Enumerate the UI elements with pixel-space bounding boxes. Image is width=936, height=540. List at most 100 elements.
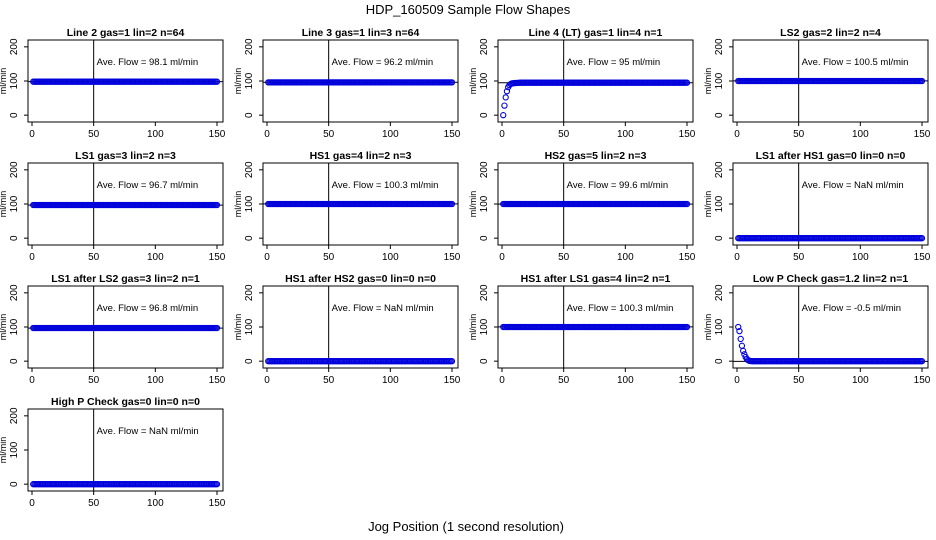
x-tick-label: 50 [558,129,570,140]
x-tick-label: 150 [209,252,226,263]
x-tick-label: 150 [914,375,931,386]
data-points [30,324,221,332]
x-tick-label: 50 [323,252,335,263]
x-tick-label: 150 [914,252,931,263]
y-tick-label: 0 [244,358,255,364]
y-axis-label: ml/min [233,191,243,218]
x-tick-label: 0 [734,129,740,140]
x-tick-label: 50 [793,129,805,140]
y-tick-label: 0 [244,235,255,241]
panel-title: HS1 after LS1 gas=4 lin=2 n=1 [521,273,671,285]
figure-x-axis-label: Jog Position (1 second resolution) [368,519,564,534]
y-tick-label: 0 [479,235,490,241]
panel-title: LS2 gas=2 lin=2 n=4 [780,27,881,39]
y-tick-label: 100 [479,318,490,335]
y-tick-label: 100 [9,195,20,212]
data-points [265,79,456,86]
x-tick-label: 0 [264,129,270,140]
data-points [735,323,926,365]
average-flow-annotation: Ave. Flow = 96.2 ml/min [332,57,433,68]
panel-grid: Line 2 gas=1 lin=2 n=64 0 100 200 0 50 100 150 m… [0,27,931,509]
average-flow-annotation: Ave. Flow = 98.1 ml/min [97,57,198,68]
panel-title: HS1 after HS2 gas=0 lin=0 n=0 [285,273,436,285]
data-points [500,323,691,331]
panel-12: Low P Check gas=1.2 lin=2 n=1 0 100 200 0 50 1… [703,273,931,386]
plot-frame [27,408,224,492]
x-tick-label: 100 [147,498,164,509]
y-tick-label: 100 [9,72,20,89]
data-point [735,323,742,331]
x-tick-label: 150 [209,129,226,140]
x-tick-label: 50 [793,252,805,263]
average-flow-annotation: Ave. Flow = 99.6 ml/min [567,180,668,191]
y-tick-label: 200 [479,161,490,178]
panel-8: LS1 after HS1 gas=0 lin=0 n=0 0 100 200 0 50 1… [703,150,931,263]
panel-13: High P Check gas=0 lin=0 n=0 0 100 200 0 50 10… [0,396,226,509]
panel-title: LS1 gas=3 lin=2 n=3 [75,150,176,162]
y-tick-label: 200 [714,284,725,301]
data-point [213,201,221,209]
y-tick-label: 200 [244,284,255,301]
y-tick-label: 200 [714,161,725,178]
x-tick-label: 150 [209,375,226,386]
x-tick-label: 100 [852,129,869,140]
data-points [500,200,691,208]
data-point [737,335,744,343]
average-flow-annotation: Ave. Flow = 96.7 ml/min [97,180,198,191]
data-point [740,347,747,355]
y-tick-label: 0 [714,235,725,241]
data-points [265,358,456,365]
y-tick-label: 0 [9,481,20,487]
average-flow-annotation: Ave. Flow = NaN ml/min [97,426,199,437]
y-tick-label: 100 [9,441,20,458]
data-point [213,324,221,332]
data-point [213,78,221,85]
panel-2: Line 3 gas=1 lin=3 n=64 0 100 200 0 50 100 150 m… [233,27,461,140]
panel-10: HS1 after HS2 gas=0 lin=0 n=0 0 100 200 0 50 1… [233,273,461,386]
x-tick-label: 50 [88,129,100,140]
data-point [736,327,743,335]
y-tick-label: 0 [9,235,20,241]
data-points [735,235,926,242]
y-tick-label: 100 [714,195,725,212]
data-point [918,358,926,365]
average-flow-annotation: Ave. Flow = NaN ml/min [332,303,434,314]
panel-title: LS1 after HS1 gas=0 lin=0 n=0 [756,150,906,162]
y-tick-label: 0 [479,112,490,118]
x-tick-label: 150 [209,498,226,509]
data-point [501,102,508,109]
y-tick-label: 200 [479,284,490,301]
x-tick-label: 50 [323,375,335,386]
x-tick-label: 100 [617,252,634,263]
data-point [502,94,509,101]
panel-title: Low P Check gas=1.2 lin=2 n=1 [753,273,908,285]
data-point [738,342,746,349]
y-tick-label: 100 [714,318,725,335]
y-tick-label: 0 [244,112,255,118]
panel-title: Line 3 gas=1 lin=3 n=64 [302,27,420,39]
data-point [503,88,511,95]
y-tick-label: 100 [244,318,255,335]
y-tick-label: 100 [9,318,20,335]
y-axis-label: ml/min [703,191,713,218]
x-tick-label: 0 [499,375,505,386]
average-flow-annotation: Ave. Flow = 100.3 ml/min [567,303,674,314]
y-tick-label: 100 [244,195,255,212]
x-tick-label: 100 [382,252,399,263]
panel-3: Line 4 (LT) gas=1 lin=4 n=1 0 100 200 0 50 100… [468,27,696,140]
panel-title: HS2 gas=5 lin=2 n=3 [545,150,647,162]
panel-title: Line 4 (LT) gas=1 lin=4 n=1 [529,27,663,39]
x-tick-label: 100 [617,129,634,140]
y-axis-label: ml/min [0,314,8,341]
y-tick-label: 0 [9,358,20,364]
y-axis-label: ml/min [233,68,243,95]
x-tick-label: 50 [558,375,570,386]
x-tick-label: 0 [499,252,505,263]
x-tick-label: 0 [29,375,35,386]
average-flow-annotation: Ave. Flow = NaN ml/min [802,180,904,191]
x-tick-label: 0 [734,252,740,263]
data-point [683,79,691,86]
data-points [30,78,221,85]
figure-title: HDP_160509 Sample Flow Shapes [366,2,571,17]
